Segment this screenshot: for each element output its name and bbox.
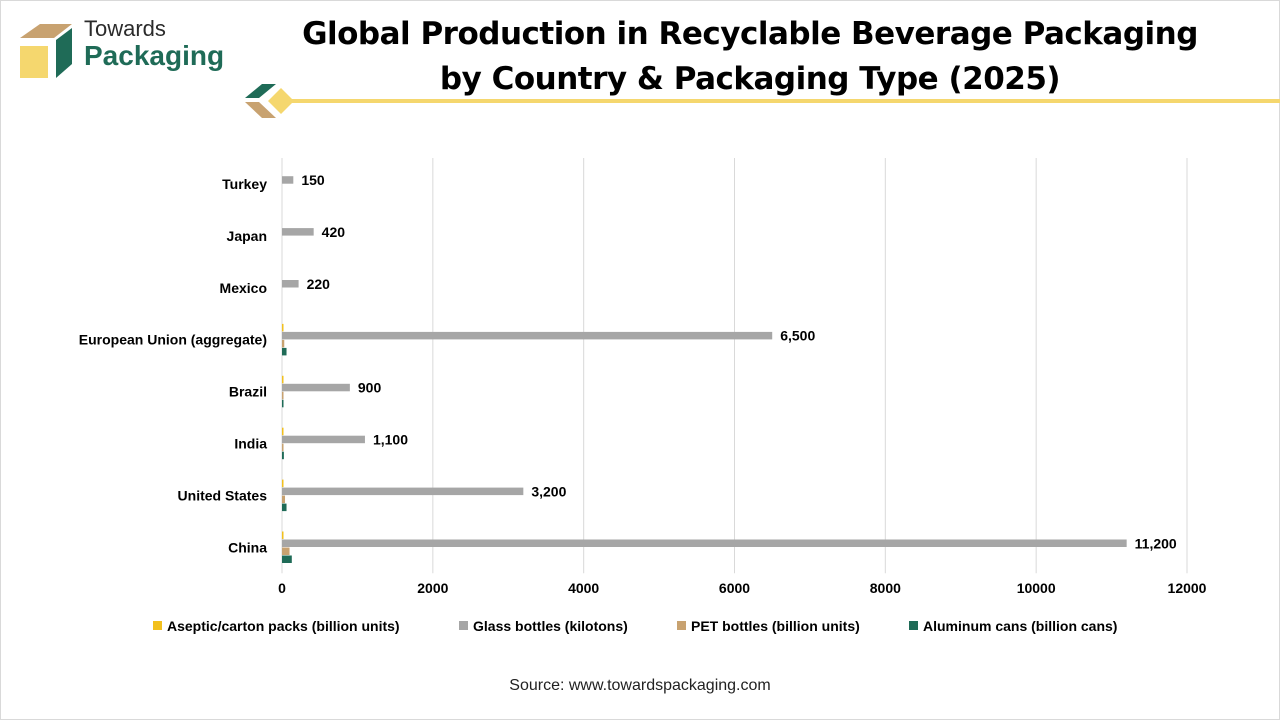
bar-chart: 0 2000 4000 6000 8000 10000 12000 Turkey 150 Japa… (79, 158, 1207, 634)
bar (282, 375, 284, 384)
bar (282, 347, 287, 356)
category-label: Japan (227, 228, 267, 244)
brand-line1: Towards (84, 16, 166, 41)
bar (282, 479, 284, 488)
bar (282, 399, 284, 408)
data-label: 220 (307, 276, 331, 292)
data-label: 900 (358, 380, 382, 396)
x-tick-label: 10000 (1017, 580, 1056, 596)
category-label: China (228, 539, 267, 555)
bar (282, 435, 365, 444)
data-label: 11,200 (1135, 535, 1177, 551)
bar (282, 547, 290, 555)
legend-label: Aluminum cans (billion cans) (923, 618, 1117, 634)
data-label: 1,100 (373, 431, 408, 447)
category-label: European Union (aggregate) (79, 332, 267, 348)
category-label: Brazil (229, 384, 267, 400)
data-label: 420 (322, 224, 346, 240)
bar (282, 228, 314, 236)
title-divider (245, 84, 1280, 118)
legend-swatch (677, 621, 686, 630)
data-label: 6,500 (780, 328, 815, 344)
legend-swatch (909, 621, 918, 630)
brand-logo-icon (20, 24, 72, 78)
bar (282, 339, 285, 348)
category-label: Mexico (220, 280, 267, 296)
source-note: Source: www.towardspackaging.com (509, 677, 771, 694)
legend-label: PET bottles (billion units) (691, 618, 860, 634)
category-label: India (234, 435, 267, 451)
bar (282, 331, 773, 340)
chart-title: Global Production in Recyclable Beverage… (302, 16, 1198, 97)
category-label: United States (178, 487, 268, 503)
x-tick-label: 2000 (417, 580, 448, 596)
bar (282, 323, 284, 332)
legend-swatch (459, 621, 468, 630)
brand-wordmark: Towards Packaging (84, 18, 224, 70)
legend-swatch (153, 621, 162, 630)
x-tick-label: 12000 (1168, 580, 1207, 596)
legend-label: Aseptic/carton packs (billion units) (167, 618, 400, 634)
bar (282, 487, 524, 496)
bar (282, 383, 350, 392)
legend-label: Glass bottles (kilotons) (473, 618, 628, 634)
bar (282, 451, 284, 460)
x-tick-label: 0 (278, 580, 286, 596)
bar (282, 503, 287, 512)
x-tick-label: 8000 (870, 580, 901, 596)
brand-line2: Packaging (84, 40, 225, 71)
bar (282, 495, 286, 504)
bar (282, 176, 294, 184)
x-tick-label: 6000 (719, 580, 750, 596)
category-label: Turkey (222, 176, 267, 192)
data-label: 150 (301, 172, 325, 188)
bar (282, 427, 284, 436)
bar (282, 531, 284, 539)
bar (282, 391, 284, 400)
bar (282, 555, 292, 563)
data-label: 3,200 (531, 483, 566, 499)
bar (282, 443, 284, 452)
bar (282, 539, 1127, 547)
x-tick-label: 4000 (568, 580, 599, 596)
bar (282, 280, 299, 288)
